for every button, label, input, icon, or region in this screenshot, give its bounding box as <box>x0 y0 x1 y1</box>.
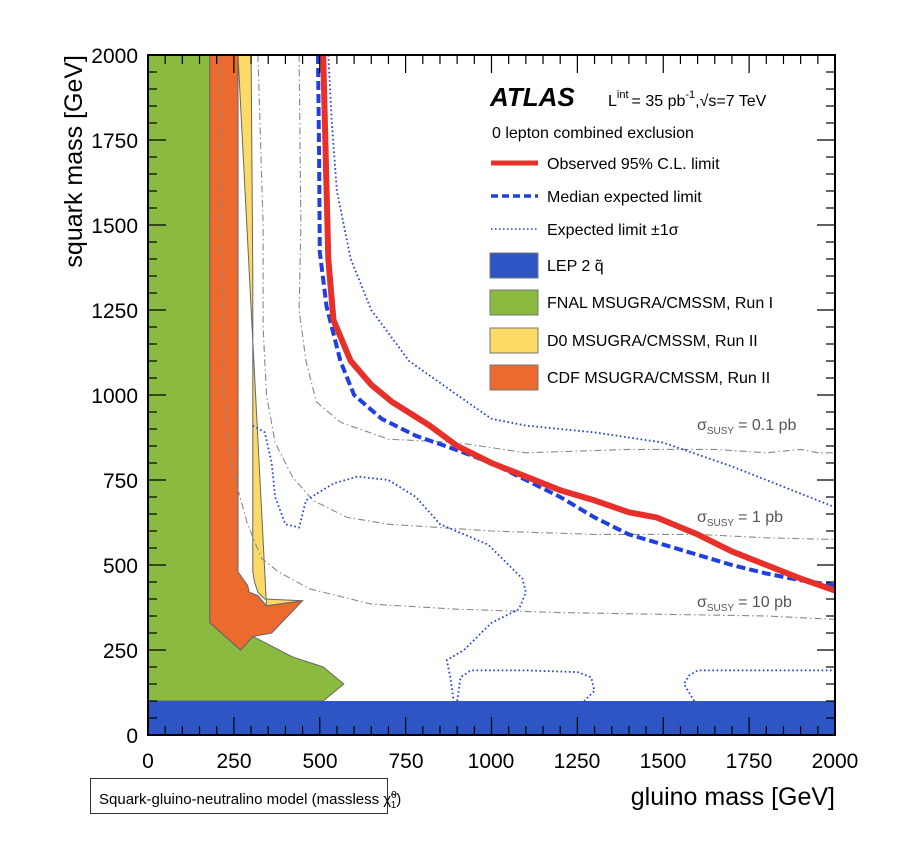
limit-curves <box>252 55 835 702</box>
legend-label-cdf: CDF MSUGRA/CMSSM, Run II <box>547 370 770 387</box>
legend-swatch-d0 <box>489 327 539 354</box>
legend-label-observed: Observed 95% C.L. limit <box>547 156 720 173</box>
legend-swatch-cdf <box>489 364 539 391</box>
x-tick-labels: 0 250 500 750 1000 1250 1500 1750 2000 <box>142 750 858 773</box>
excluded-regions <box>148 55 835 735</box>
x-axis-title: gluino mass [GeV] <box>631 783 835 811</box>
expected-minus-1sigma-curve <box>252 424 527 702</box>
legend: Observed 95% C.L. limit Median expected … <box>489 156 773 391</box>
model-label-end: ) <box>396 791 402 808</box>
y-tick-label: 500 <box>103 555 138 578</box>
model-label: Squark-gluino-neutralino model (massless… <box>99 791 392 808</box>
legend-label-fnal: FNAL MSUGRA/CMSSM, Run I <box>547 295 773 312</box>
legend-label-lep: LEP 2 q̃ <box>547 258 604 275</box>
y-tick-label: 2000 <box>91 45 138 68</box>
x-tick-label: 750 <box>388 750 423 773</box>
x-tick-label: 1500 <box>640 750 687 773</box>
y-tick-label: 750 <box>103 470 138 493</box>
analysis-label: 0 lepton combined exclusion <box>492 125 694 142</box>
y-tick-label: 1000 <box>91 385 138 408</box>
expected-limit-curve <box>316 55 835 588</box>
x-tick-label: 2000 <box>812 750 859 773</box>
legend-label-d0: D0 MSUGRA/CMSSM, Run II <box>547 333 758 350</box>
region-d0 <box>237 55 303 607</box>
model-label-sup: 0 <box>391 790 397 801</box>
x-tick-label: 250 <box>216 750 251 773</box>
x-tick-label: 500 <box>302 750 337 773</box>
expected-minus-1sigma-lower-curve <box>456 669 596 702</box>
legend-swatch-fnal <box>489 289 539 316</box>
y-tick-label: 1750 <box>91 130 138 153</box>
model-label-sub: 1 <box>390 800 397 811</box>
y-tick-label: 0 <box>126 725 138 748</box>
x-tick-label: 1000 <box>468 750 515 773</box>
legend-swatch-lep <box>489 252 539 279</box>
y-tick-label: 1500 <box>91 215 138 238</box>
legend-label-expected-band: Expected limit ±1σ <box>547 222 679 239</box>
xs-label-1: σSUSY = 1 pb <box>697 509 783 529</box>
axis-ticks <box>147 54 836 736</box>
xs-contour-10pb <box>219 55 835 620</box>
atlas-label: ATLAS <box>489 82 575 112</box>
xs-label-0p1: σSUSY = 0.1 pb <box>697 417 796 437</box>
observed-limit-curve <box>320 55 835 594</box>
xs-label-10: σSUSY = 10 pb <box>697 594 792 614</box>
luminosity-label: Lint = 35 pb-1,√s=7 TeV <box>608 89 767 110</box>
x-tick-label: 1250 <box>554 750 601 773</box>
y-tick-labels: 0 250 500 750 1000 1250 1500 1750 2000 <box>91 45 138 748</box>
x-tick-label: 0 <box>142 750 154 773</box>
y-axis-title: squark mass [GeV] <box>60 55 88 268</box>
expected-plus-1sigma-curve <box>327 55 835 509</box>
expected-minus-1sigma-right-curve <box>683 669 835 702</box>
model-label-box: Squark-gluino-neutralino model (massless… <box>90 778 401 814</box>
legend-label-expected: Median expected limit <box>547 189 702 206</box>
y-tick-label: 1250 <box>91 300 138 323</box>
y-tick-label: 250 <box>103 640 138 663</box>
xs-contour-1pb <box>257 55 835 541</box>
x-tick-label: 1750 <box>726 750 773 773</box>
